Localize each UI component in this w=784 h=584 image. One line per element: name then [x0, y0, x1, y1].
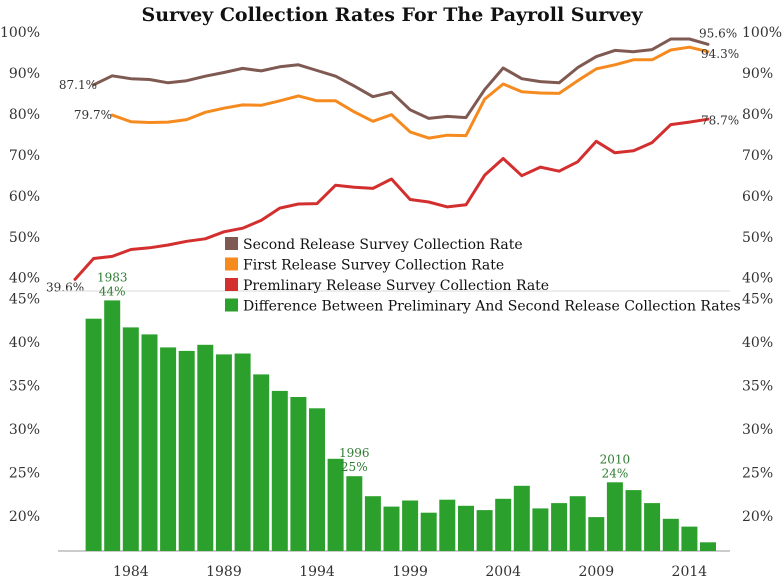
top-left-tick-label: 60%	[9, 189, 40, 205]
top-left-tick-label: 50%	[9, 230, 40, 246]
bar-annotation-year: 2010	[600, 452, 631, 466]
x-tick-label: 1999	[392, 564, 428, 580]
top-left-tick-label: 90%	[9, 66, 40, 82]
difference-bar	[420, 512, 437, 551]
difference-bar	[85, 318, 102, 551]
bottom-right-tick-label: 20%	[742, 509, 773, 525]
x-tick-label: 2009	[578, 564, 614, 580]
legend-second-release-label: Second Release Survey Collection Rate	[243, 237, 523, 253]
difference-bar	[700, 542, 716, 551]
difference-bar	[513, 485, 530, 552]
x-tick-label: 1994	[299, 564, 335, 580]
top-right-tick-label: 90%	[742, 66, 773, 82]
difference-bar	[234, 353, 251, 551]
second-release-line	[92, 37, 710, 120]
difference-bar	[439, 499, 456, 551]
difference-bar	[104, 300, 121, 551]
top-left-tick-label: 100%	[0, 25, 40, 41]
collection-rates-panel: 40% 40% 50% 50% 60% 60% 70% 70% 80% 80% 90% 90% 100%…	[0, 25, 782, 294]
first-release-end-label: 94.3%	[701, 47, 739, 61]
difference-bar	[495, 498, 512, 551]
difference-bar	[383, 506, 400, 551]
difference-bar	[681, 526, 698, 551]
bottom-left-tick-label: 35%	[9, 379, 40, 395]
difference-bar	[327, 458, 344, 551]
difference-bar	[644, 503, 661, 551]
difference-bar	[141, 334, 158, 551]
bottom-left-tick-label: 40%	[9, 335, 40, 351]
bottom-left-tick-label: 45%	[9, 292, 40, 308]
difference-bar	[662, 518, 679, 551]
difference-bar	[402, 500, 419, 551]
legend-second-release-swatch	[225, 237, 238, 250]
preliminary-release-line	[73, 117, 710, 281]
bottom-right-tick-label: 40%	[742, 335, 773, 351]
difference-panel: 20% 20% 25% 25% 30% 30% 35% 35% 40% 40% 45% 45% 1983…	[9, 270, 773, 580]
difference-bar	[551, 503, 568, 551]
difference-bar	[346, 476, 363, 551]
difference-bar	[290, 397, 307, 551]
x-tick-label: 1989	[206, 564, 242, 580]
difference-bar	[253, 374, 270, 551]
difference-bar	[364, 496, 381, 551]
x-tick-label: 2014	[672, 564, 708, 580]
difference-bar	[215, 354, 232, 551]
difference-bar	[458, 505, 474, 551]
legend-preliminary-release-label: Premlinary Release Survey Collection Rat…	[243, 278, 549, 294]
bottom-left-tick-label: 25%	[9, 466, 40, 482]
difference-bar	[160, 347, 177, 551]
bar-annotation-value: 44%	[99, 284, 126, 298]
legend-difference-label: Difference Between Preliminary And Secon…	[243, 299, 741, 315]
difference-bar	[271, 390, 288, 551]
second-release-start-label: 87.1%	[59, 78, 97, 92]
legend-preliminary-release-swatch	[225, 278, 238, 291]
difference-bar	[197, 344, 214, 551]
top-right-tick-label: 70%	[742, 148, 773, 164]
difference-bar	[178, 350, 195, 551]
difference-bar	[476, 510, 493, 551]
top-right-tick-label: 100%	[742, 25, 782, 41]
bar-annotation-value: 25%	[341, 460, 368, 474]
difference-bar	[625, 490, 642, 551]
second-release-end-label: 95.6%	[699, 27, 737, 41]
top-left-tick-label: 80%	[9, 107, 40, 123]
bar-annotation-year: 1983	[97, 270, 128, 284]
top-right-tick-label: 50%	[742, 230, 773, 246]
bottom-left-tick-label: 30%	[9, 422, 40, 438]
x-tick-label: 1984	[113, 564, 149, 580]
top-right-tick-label: 40%	[742, 271, 773, 287]
bottom-right-tick-label: 30%	[742, 422, 773, 438]
difference-bar	[309, 408, 325, 551]
difference-bar	[122, 327, 139, 551]
first-release-start-label: 79.7%	[74, 108, 112, 122]
preliminary-end-label: 78.7%	[701, 113, 739, 127]
top-right-tick-label: 80%	[742, 107, 773, 123]
top-left-tick-label: 40%	[9, 271, 40, 287]
bar-annotation-value: 24%	[602, 466, 629, 480]
bottom-left-tick-label: 20%	[9, 509, 40, 525]
preliminary-start-label: 39.6%	[46, 280, 84, 294]
bottom-right-tick-label: 45%	[742, 292, 773, 308]
first-release-line	[110, 45, 710, 140]
x-tick-label: 2004	[485, 564, 521, 580]
difference-bar	[569, 496, 586, 551]
chart-title: Survey Collection Rates For The Payroll …	[141, 4, 643, 26]
bottom-right-tick-label: 35%	[742, 379, 773, 395]
difference-bar	[606, 482, 623, 551]
difference-bar	[588, 517, 605, 551]
legend: Second Release Survey Collection Rate Fir…	[225, 237, 741, 315]
top-right-tick-label: 60%	[742, 189, 773, 205]
legend-first-release-swatch	[225, 257, 238, 271]
legend-first-release-label: First Release Survey Collection Rate	[243, 258, 504, 274]
bar-annotation-year: 1996	[339, 446, 370, 460]
difference-bar	[532, 508, 549, 551]
legend-difference-swatch	[225, 298, 238, 312]
top-left-tick-label: 70%	[9, 148, 40, 164]
bottom-right-tick-label: 25%	[742, 466, 773, 482]
